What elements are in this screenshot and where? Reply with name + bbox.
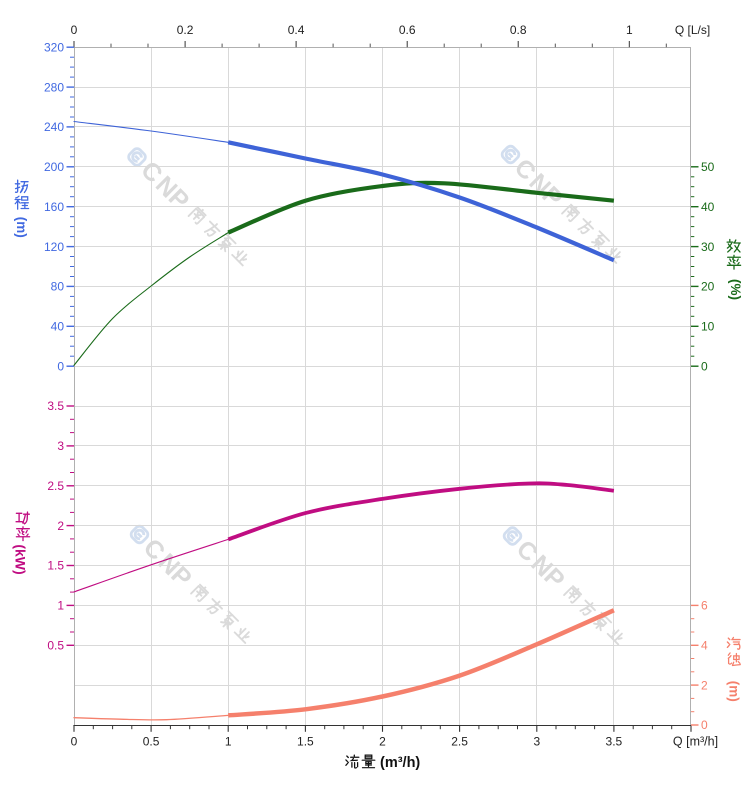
svg-text:(m): (m): [14, 217, 29, 238]
svg-text:(m): (m): [727, 681, 742, 702]
svg-text:0: 0: [701, 718, 708, 732]
svg-text:40: 40: [701, 200, 715, 214]
svg-text:1: 1: [225, 735, 232, 749]
svg-text:0: 0: [57, 359, 64, 373]
svg-text:240: 240: [44, 120, 64, 134]
svg-text:40: 40: [51, 320, 65, 334]
svg-text:320: 320: [44, 40, 64, 54]
svg-text:2: 2: [379, 735, 386, 749]
svg-text:4: 4: [701, 639, 708, 653]
svg-text:2: 2: [701, 678, 708, 692]
svg-text:0.5: 0.5: [47, 639, 64, 653]
svg-text:1.5: 1.5: [297, 735, 314, 749]
svg-text:0.8: 0.8: [510, 23, 527, 37]
svg-text:2.5: 2.5: [47, 479, 64, 493]
svg-text:1: 1: [57, 599, 64, 613]
svg-text:2: 2: [57, 519, 64, 533]
svg-text:0.5: 0.5: [143, 735, 160, 749]
svg-text:2.5: 2.5: [451, 735, 468, 749]
svg-text:20: 20: [701, 280, 715, 294]
svg-text:10: 10: [701, 320, 715, 334]
svg-text:3: 3: [533, 735, 540, 749]
svg-text:Q [L/s]: Q [L/s]: [675, 23, 710, 37]
svg-text:30: 30: [701, 240, 715, 254]
svg-text:3.5: 3.5: [606, 735, 623, 749]
svg-text:(%): (%): [728, 279, 743, 300]
svg-text:(kW): (kW): [13, 544, 29, 574]
svg-text:3: 3: [57, 439, 64, 453]
svg-text:(m³/h): (m³/h): [380, 755, 420, 771]
svg-text:1.5: 1.5: [47, 559, 64, 573]
svg-text:Q [m³/h]: Q [m³/h]: [673, 735, 718, 749]
svg-text:1: 1: [626, 23, 633, 37]
svg-text:3.5: 3.5: [47, 399, 64, 413]
svg-text:0.4: 0.4: [288, 23, 305, 37]
svg-text:50: 50: [701, 160, 715, 174]
svg-text:120: 120: [44, 240, 64, 254]
svg-text:0.6: 0.6: [399, 23, 416, 37]
svg-text:80: 80: [51, 280, 65, 294]
svg-text:0: 0: [701, 359, 708, 373]
svg-text:280: 280: [44, 80, 64, 94]
svg-text:0: 0: [71, 23, 78, 37]
svg-text:160: 160: [44, 200, 64, 214]
svg-text:6: 6: [701, 599, 708, 613]
svg-text:0: 0: [71, 735, 78, 749]
svg-text:0.2: 0.2: [177, 23, 194, 37]
svg-text:200: 200: [44, 160, 64, 174]
